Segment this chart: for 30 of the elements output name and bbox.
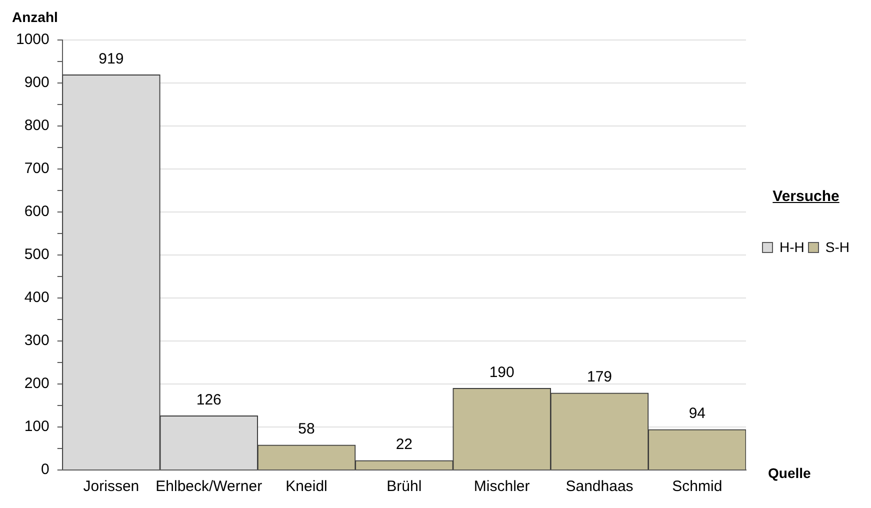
legend-title: Versuche bbox=[772, 188, 840, 205]
x-tick-label: Schmid bbox=[672, 478, 722, 496]
data-label: 22 bbox=[396, 436, 413, 454]
data-label: 919 bbox=[98, 50, 124, 68]
y-tick-label: 100 bbox=[24, 418, 50, 436]
y-tick-label: 500 bbox=[24, 246, 50, 264]
x-tick-label: Jorissen bbox=[83, 478, 140, 496]
data-label: 179 bbox=[586, 368, 612, 386]
legend-label: H-H bbox=[779, 239, 804, 255]
y-tick-label: 200 bbox=[24, 375, 50, 392]
x-tick-label: Ehlbeck/Werner bbox=[156, 478, 262, 496]
legend-label: S-H bbox=[825, 239, 850, 255]
data-label: 126 bbox=[196, 391, 222, 408]
y-tick-label: 900 bbox=[24, 74, 50, 92]
data-label: 58 bbox=[298, 420, 315, 438]
y-tick-label: 700 bbox=[24, 160, 50, 178]
y-axis-title: Anzahl bbox=[12, 9, 58, 25]
data-label: 94 bbox=[688, 405, 706, 422]
y-tick-label: 1000 bbox=[16, 31, 50, 48]
x-axis-title: Quelle bbox=[768, 464, 812, 481]
y-tick-label: 400 bbox=[24, 289, 50, 306]
x-tick-label: Sandhaas bbox=[566, 478, 634, 496]
y-tick-label: 800 bbox=[24, 117, 50, 134]
x-tick-label: Mischler bbox=[474, 478, 530, 496]
x-tick-label: Brühl bbox=[386, 478, 422, 496]
y-tick-label: 600 bbox=[24, 203, 50, 220]
x-tick-label: Kneidl bbox=[286, 478, 328, 496]
data-label: 190 bbox=[489, 364, 514, 381]
y-tick-label: 300 bbox=[24, 332, 50, 350]
y-tick-label: 0 bbox=[41, 461, 50, 478]
